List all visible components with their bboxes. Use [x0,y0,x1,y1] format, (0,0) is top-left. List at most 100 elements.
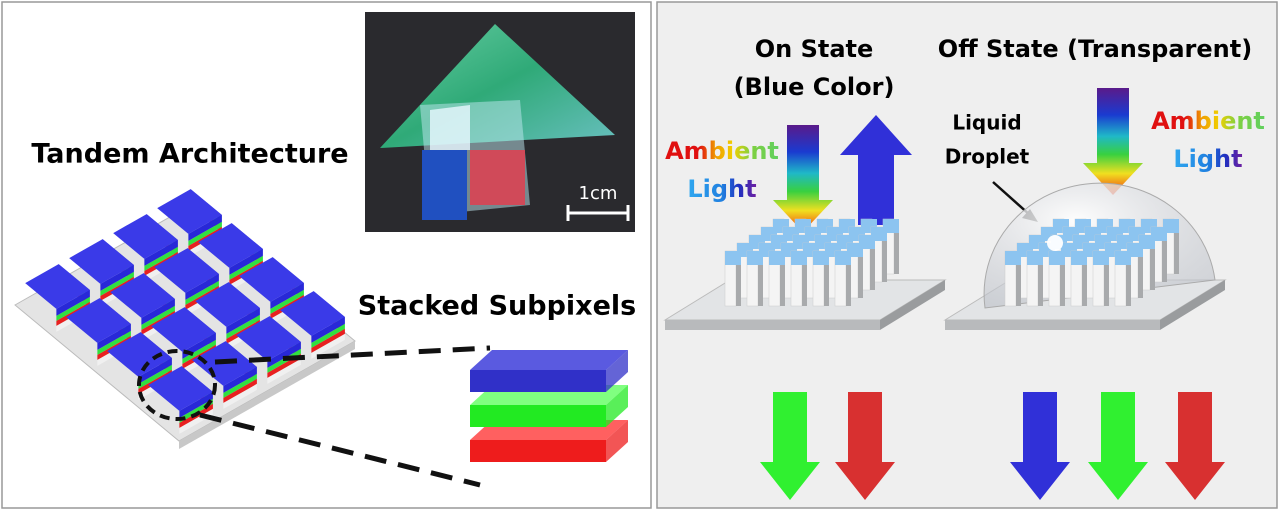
cube-layer [179,398,213,423]
cube-top [280,291,345,336]
cube-layer [97,323,131,350]
cube-top [198,223,263,268]
pillar-side [1060,251,1065,306]
cube-top [239,257,304,302]
cube-top [154,248,219,293]
slab-front [470,440,606,462]
plate-edge [880,280,945,330]
pillar-tip [725,251,741,265]
cube-layer [182,339,216,364]
cube-layer [229,255,263,280]
pillar-tip [835,251,851,265]
pillar-arrays [663,182,1227,330]
cube-layer [223,366,257,393]
cube-layer [223,378,257,403]
cube-layer [270,282,304,309]
left-subtitle: Stacked Subpixels [358,291,636,322]
cube-layer [100,264,134,291]
ambient-arrow [773,125,833,232]
pillar-side [1038,251,1043,306]
pointer [992,181,1031,216]
pillar-side [1162,227,1167,282]
pillar-side [802,251,807,306]
pillar-side [1174,219,1179,274]
cube-layer [97,330,131,355]
reflected-arrow [840,115,912,225]
cube-layer [270,289,304,314]
zoom-line [199,412,481,488]
cube-top [236,316,301,361]
light-label: Light [1173,145,1242,173]
pillar-tip [1027,251,1043,265]
cube-layer [185,280,219,305]
cube-layer [56,296,90,321]
droplet-label: Droplet [945,145,1030,169]
light-label: Light [687,175,756,203]
pillar-side [1150,235,1155,290]
cube-layer [144,246,178,271]
pillar-side [894,219,899,274]
slab-front [470,370,606,392]
cube-top [110,273,175,318]
cube-top [148,366,213,411]
droplet-label: Liquid [952,111,1021,135]
cube-layer [311,328,345,353]
pillar-side [882,227,887,282]
pillar-side [1138,243,1143,298]
pillar-tip [1071,251,1087,265]
pillar-tip [791,251,807,265]
pillar-tip [747,251,763,265]
on-state-title: (Blue Color) [734,73,895,101]
cube-layer [188,214,222,241]
plate-edge [1160,280,1225,330]
pillar-side [870,235,875,290]
plate-edge [945,320,1160,330]
pillar-side [736,251,741,306]
cube-top [151,307,216,352]
cube-layer [311,333,345,359]
off-state-title: Off State (Transparent) [938,35,1252,63]
droplet-highlight [1047,235,1063,251]
pillar-side [846,251,851,306]
cube-layer [100,271,134,296]
cube-layer [144,239,178,266]
pillar-side [1104,251,1109,306]
pillar-side [1016,251,1021,306]
output-arrow [1010,392,1070,500]
cube-layer [56,289,90,316]
output-arrow [1088,392,1148,500]
scale-bar-label: 1cm [579,183,618,204]
pillar-side [824,251,829,306]
cube-top [157,189,222,234]
cube-layer [267,341,301,368]
slab-side [606,385,628,427]
cube-top [66,298,131,343]
pillar-side [1082,251,1087,306]
ambient-label: Ambient [1151,107,1265,135]
substrate-edge [179,341,355,449]
cube-layer [141,305,175,330]
cube-layer [138,364,172,389]
output-arrow [1165,392,1225,500]
output-arrow [835,392,895,500]
pillar-tip [813,251,829,265]
pillar-tip [1115,251,1131,265]
cube-layer [188,221,222,246]
slab-side [606,420,628,462]
cube-layer [311,316,345,343]
pillar-side [780,251,785,306]
pillar-side [758,251,763,306]
output-arrows [760,392,1225,500]
cube-top [107,332,172,377]
cube-layer [267,358,301,384]
output-arrow [760,392,820,500]
zoom-circle [137,349,217,421]
pillar-tip [1049,251,1065,265]
pillar-tip [1005,251,1021,265]
pillar-side [858,243,863,298]
zoom-line [214,345,491,365]
cube-top [195,282,260,327]
slab-front [470,405,606,427]
